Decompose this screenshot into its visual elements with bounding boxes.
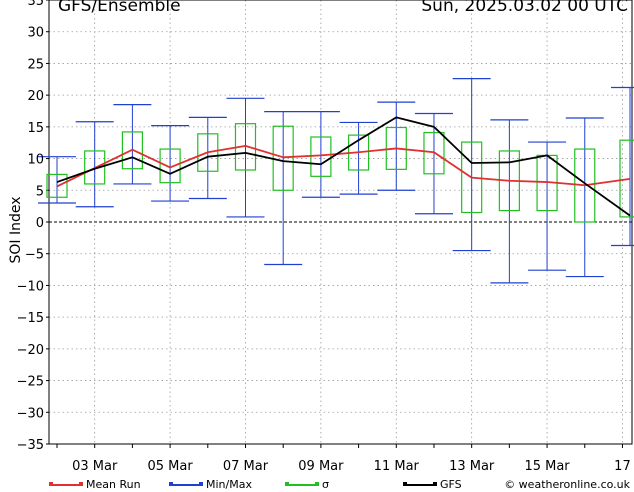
y-tick-label: −20 [17,343,44,358]
legend-label: σ [322,478,329,491]
run-datetime: Sun, 2025.03.02 00 UTC [421,0,628,16]
legend: Mean Run Min/Max σ GFS © weatheronline.c… [0,478,634,492]
line-series [56,116,631,217]
y-tick-label: 15 [27,121,44,136]
sigma-box [461,141,483,214]
mean-run-swatch [49,482,83,486]
y-tick-label: 5 [36,184,44,199]
legend-item-sigma: σ [285,478,329,491]
sigma-box [423,131,445,175]
y-axis-label: SOI Index [8,196,24,263]
sigma-box [574,148,596,223]
x-tick-label: 09 Mar [298,459,344,474]
sigma-box [121,131,143,170]
gfs-line [56,116,631,217]
y-tick-label: −5 [25,248,44,263]
plot-frame [48,0,633,445]
credit-text[interactable]: © weatheronline.co.uk [504,478,630,491]
sigma-box [46,173,68,198]
axes [46,0,633,448]
legend-label: Min/Max [206,478,252,491]
y-tick-label: −35 [17,438,44,453]
x-tick-label: 15 Mar [524,459,570,474]
min-max-series [38,78,634,284]
sigma-box [84,150,106,185]
x-tick-label: 11 Mar [374,459,420,474]
x-tick-label: 17 [614,459,631,474]
y-tick-label: −25 [17,375,44,390]
x-tick-label: 13 Mar [449,459,495,474]
chart-title: GFS/Ensemble [58,0,181,16]
x-tick-label: 07 Mar [223,459,269,474]
legend-item-mean-run: Mean Run [49,478,141,491]
y-tick-label: −15 [17,311,44,326]
y-tick-label: 35 [27,0,44,9]
min-max-swatch [169,482,203,486]
legend-label: GFS [440,478,462,491]
sigma-box [197,133,219,172]
x-tick-label: 03 Mar [72,459,118,474]
y-tick-label: 25 [27,57,44,72]
y-tick-label: 10 [27,153,44,168]
sigma-series [46,123,634,223]
sigma-swatch [285,482,319,486]
sigma-box [619,139,634,218]
y-tick-label: −10 [17,279,44,294]
grid [49,0,632,445]
y-tick-label: 20 [27,89,44,104]
legend-label: Mean Run [86,478,141,491]
x-tick-label: 05 Mar [147,459,193,474]
mean-run-line [56,144,631,188]
x-tick-labels: 03 Mar 05 Mar 07 Mar 09 Mar 11 Mar 13 Mar 15 M… [72,459,631,474]
legend-item-gfs: GFS [403,478,462,491]
y-tick-label: −30 [17,406,44,421]
sigma-box [385,126,407,170]
y-tick-label: 30 [27,26,44,41]
y-tick-labels: 35 30 25 20 15 10 5 0 −5 −10 −15 −20 −25 −30 −35 [17,0,44,453]
gfs-swatch [403,482,437,486]
legend-item-min-max: Min/Max [169,478,252,491]
sigma-box [159,148,181,184]
y-tick-label: 0 [36,216,44,231]
